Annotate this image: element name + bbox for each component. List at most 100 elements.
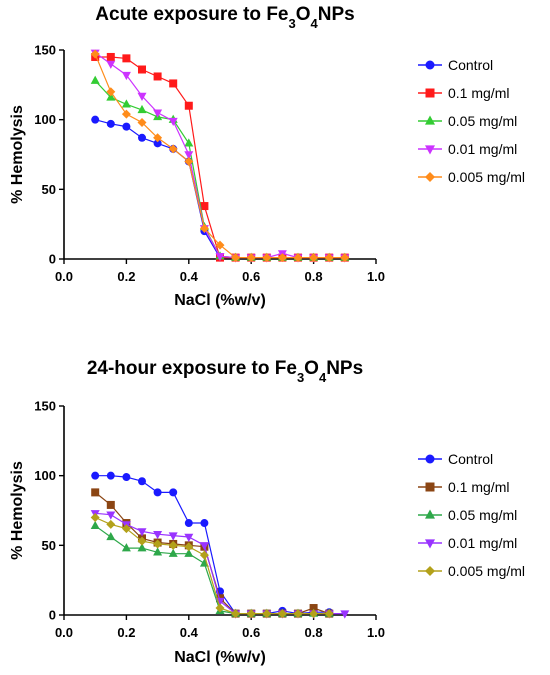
- data-point: [340, 610, 350, 619]
- series-5: [90, 512, 334, 619]
- legend-marker: [425, 566, 435, 576]
- data-point: [153, 547, 163, 556]
- data-point: [90, 512, 100, 522]
- data-point: [138, 133, 146, 142]
- data-point: [90, 75, 100, 84]
- data-point: [137, 117, 147, 127]
- legend-marker: [425, 509, 435, 519]
- data-point: [153, 139, 162, 148]
- x-axis-label: NaCl (%w/v): [174, 649, 266, 666]
- data-point: [91, 488, 100, 497]
- series-line: [94, 525, 330, 615]
- y-tick-label: 150: [34, 399, 56, 414]
- data-point: [324, 609, 334, 619]
- legend-marker: [425, 482, 435, 492]
- legend-label: 0.05 mg/ml: [448, 507, 517, 523]
- data-point: [262, 609, 272, 619]
- data-point: [168, 540, 178, 550]
- x-tick-label: 0.2: [117, 625, 135, 640]
- data-point: [138, 477, 146, 486]
- series-line: [94, 52, 345, 259]
- data-point: [169, 488, 178, 497]
- data-point: [340, 253, 350, 263]
- data-point: [137, 536, 147, 546]
- data-point: [121, 524, 131, 534]
- legend-marker: [425, 88, 435, 98]
- data-point: [121, 71, 131, 81]
- title-text: O: [304, 358, 319, 379]
- x-tick-label: 0.6: [242, 269, 260, 284]
- x-tick-label: 0.4: [180, 625, 199, 640]
- data-point: [153, 539, 163, 549]
- series-4: [90, 510, 350, 619]
- series-1: [91, 115, 349, 262]
- chart-title: Acute exposure to Fe3O4NPs: [95, 4, 354, 31]
- data-point: [91, 115, 100, 124]
- title-subscript: 4: [311, 16, 319, 31]
- y-tick-label: 150: [34, 43, 56, 58]
- x-tick-label: 0.6: [242, 625, 260, 640]
- data-point: [90, 520, 100, 530]
- data-point: [121, 543, 131, 552]
- data-point: [199, 223, 209, 233]
- data-point: [184, 519, 193, 528]
- x-tick-label: 1.0: [367, 269, 385, 284]
- data-point: [215, 253, 225, 262]
- legend-marker: [425, 539, 435, 549]
- series-line: [94, 491, 330, 615]
- series-3: [90, 75, 350, 261]
- data-point: [184, 533, 194, 542]
- legend-marker: [425, 172, 435, 182]
- data-point: [262, 253, 272, 263]
- data-point: [200, 202, 209, 211]
- x-tick-label: 0.0: [55, 625, 73, 640]
- legend-label: 0.005 mg/ml: [448, 563, 525, 579]
- title-subscript: 4: [319, 370, 327, 385]
- data-point: [106, 519, 116, 529]
- data-point: [121, 109, 131, 119]
- data-point: [168, 144, 178, 154]
- series-4: [90, 49, 350, 263]
- y-axis-label: % Hemolysis: [9, 105, 26, 204]
- legend-label: 0.01 mg/ml: [448, 535, 517, 551]
- data-point: [138, 65, 146, 74]
- chart-2: 24-hour exposure to Fe3O4NPs 0 50 100 150 0.0…: [9, 358, 525, 666]
- data-point: [169, 79, 178, 88]
- legend-label: 0.1 mg/ml: [448, 479, 509, 495]
- data-point: [90, 49, 100, 59]
- data-point: [153, 72, 162, 81]
- data-point: [106, 52, 115, 61]
- series-5: [90, 49, 350, 263]
- data-point: [246, 253, 256, 263]
- data-point: [293, 609, 303, 619]
- data-point: [168, 117, 178, 127]
- data-point: [168, 548, 178, 557]
- data-point: [200, 519, 209, 528]
- data-point: [309, 253, 319, 263]
- series-3: [90, 520, 334, 617]
- series-line: [94, 80, 345, 259]
- data-point: [137, 543, 147, 552]
- data-point: [184, 548, 194, 557]
- x-tick-label: 1.0: [367, 625, 385, 640]
- data-point: [137, 528, 147, 537]
- data-point: [184, 156, 194, 166]
- title-text: NPs: [318, 4, 355, 25]
- data-point: [137, 104, 147, 114]
- x-tick-label: 0.4: [180, 269, 199, 284]
- data-point: [168, 532, 178, 541]
- series-line: [95, 475, 330, 615]
- x-tick-label: 0.2: [117, 269, 135, 284]
- series-line: [95, 119, 345, 259]
- data-point: [106, 500, 115, 509]
- data-point: [309, 609, 319, 619]
- legend-marker: [425, 60, 435, 70]
- legend-label: 0.005 mg/ml: [448, 169, 525, 185]
- series-2: [91, 488, 334, 618]
- data-point: [324, 253, 334, 263]
- x-tick-label: 0.0: [55, 269, 73, 284]
- title-text: O: [296, 4, 311, 25]
- title-subscript: 3: [289, 16, 296, 31]
- data-point: [137, 92, 147, 101]
- legend-label: 0.05 mg/ml: [448, 113, 517, 129]
